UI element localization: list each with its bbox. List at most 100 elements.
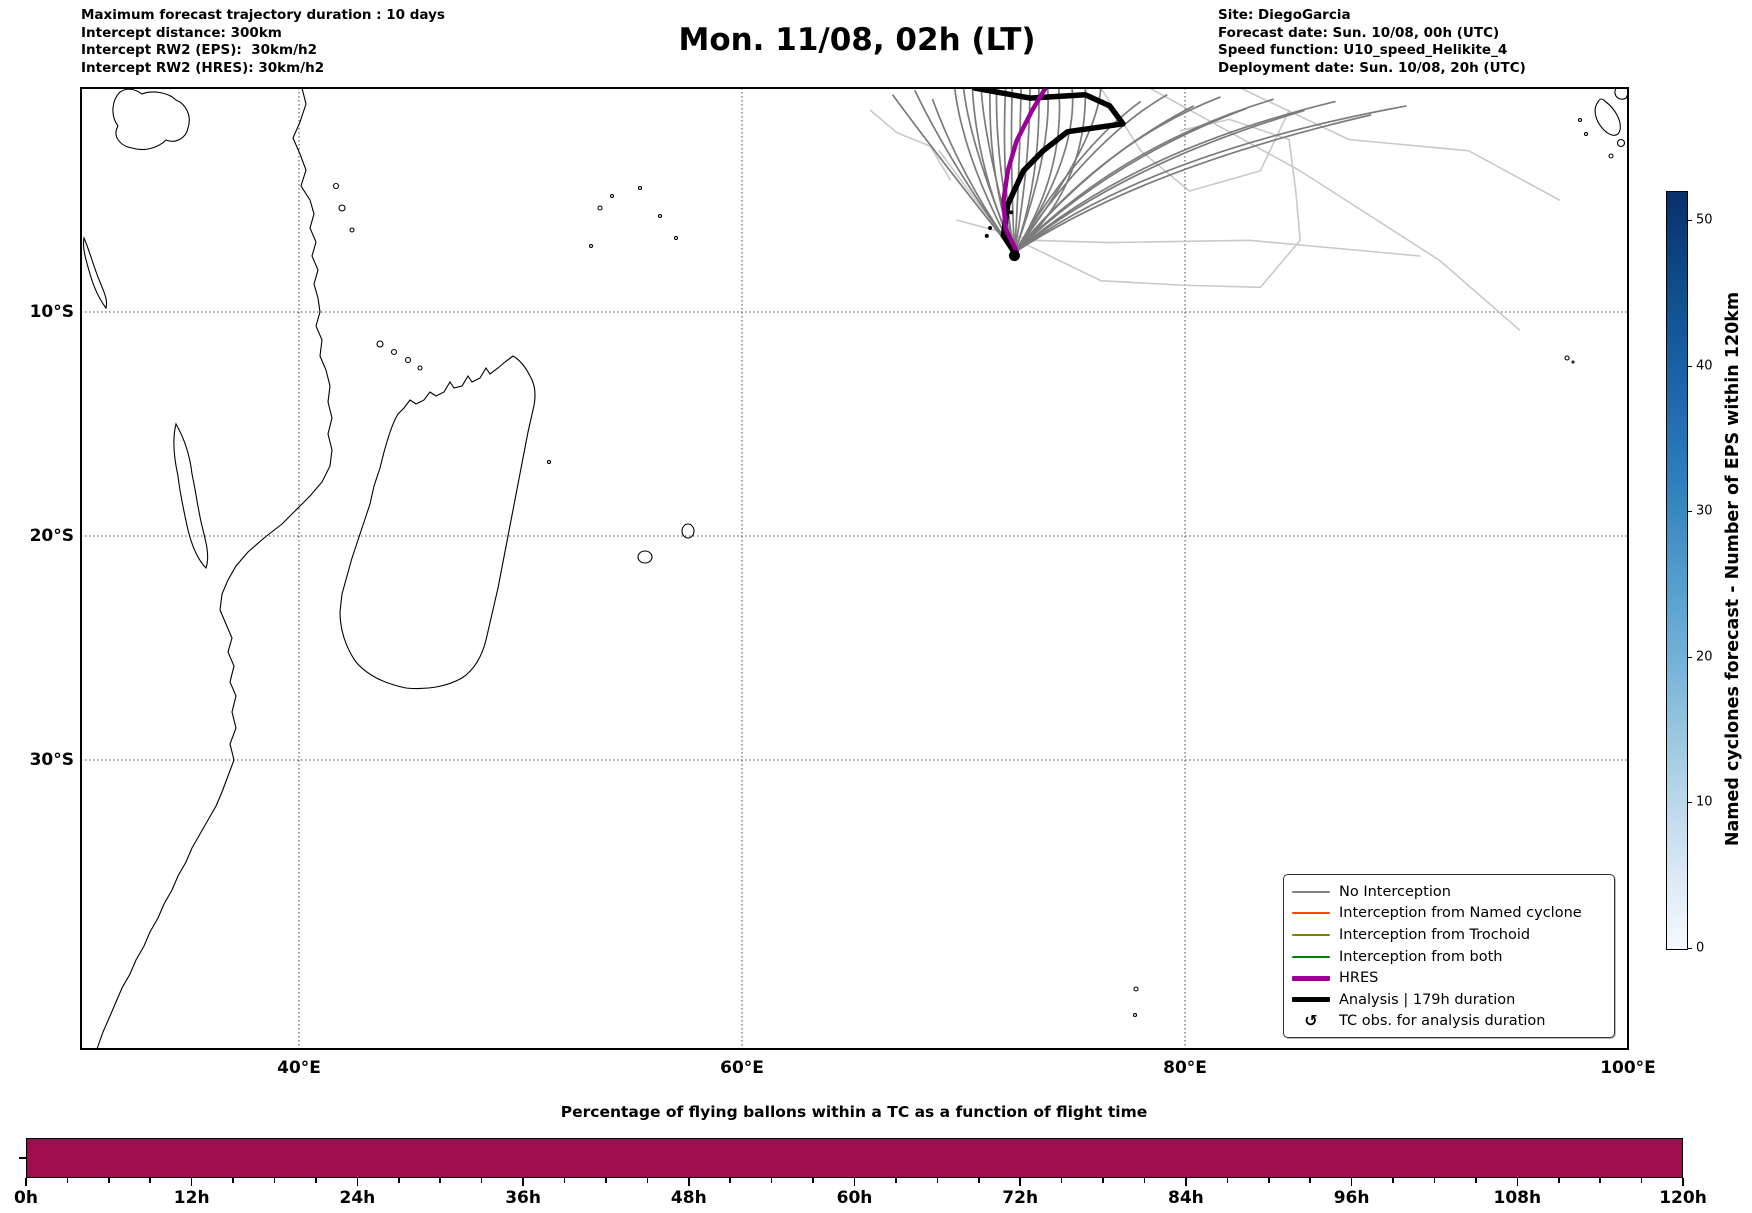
bar-xtick-minor (1226, 1178, 1229, 1183)
colorbar-tick (1687, 365, 1692, 367)
coastline-africa (96, 88, 333, 1049)
lat-tick-label: 10°S (29, 302, 74, 322)
island-comoros-4 (417, 365, 423, 371)
bar-chart-bar (27, 1139, 1682, 1177)
legend-line (1292, 975, 1330, 981)
cyclone-obs-icon-glyph: ↺ (1304, 1011, 1318, 1031)
bar-xtick-minor (1267, 1178, 1270, 1183)
legend-item: Interception from both (1292, 946, 1614, 968)
bar-xtick-label: 12h (173, 1188, 210, 1208)
island-cocos-1 (1564, 355, 1570, 361)
island-seychelles-3 (637, 185, 643, 191)
legend-line (1292, 933, 1330, 936)
map-legend: No Interception Interception from Named c… (1283, 874, 1615, 1038)
bar-xtick-label: 96h (1333, 1188, 1370, 1208)
island-amsterdam (1132, 1012, 1138, 1018)
bar-xtick-major (1350, 1178, 1353, 1186)
bar-xtick-label: 60h (836, 1188, 873, 1208)
lon-tick-label: 80°E (1163, 1058, 1207, 1078)
bar-chart-axes (26, 1138, 1683, 1178)
bar-xtick-major (190, 1178, 193, 1186)
faint-trajectories (869, 88, 1561, 331)
ensemble-trajectory (1013, 100, 1336, 254)
bar-xtick-minor (605, 1178, 607, 1183)
colorbar (1666, 191, 1688, 950)
bar-xtick-label: 108h (1493, 1188, 1542, 1208)
bar-xtick-major (853, 1178, 856, 1186)
bar-xtick-minor (1392, 1178, 1394, 1183)
legend-item-label: TC obs. for analysis duration (1339, 1013, 1546, 1030)
colorbar-tick (1687, 656, 1692, 658)
coastline-sumatra-corner (1614, 88, 1628, 100)
page-title: Mon. 11/08, 02h (LT) (678, 22, 1036, 58)
tc-obs-marker (1009, 210, 1014, 215)
island-sipora (1616, 138, 1626, 148)
colorbar-tick-label: 30 (1696, 503, 1713, 519)
bar-xtick-minor (1599, 1178, 1601, 1183)
bar-xtick-minor (232, 1178, 234, 1183)
legend-item: No Interception (1292, 881, 1614, 903)
lake-tanganyika (82, 236, 108, 310)
bar-xtick-minor (149, 1178, 152, 1183)
legend-item: Interception from Named cyclone (1292, 903, 1614, 925)
bar-xtick-major (522, 1178, 524, 1186)
cyclone-obs-icon: ↺ (1292, 1013, 1330, 1029)
legend-item: HRES (1292, 967, 1614, 989)
island-reunion (637, 550, 653, 564)
ensemble-trajectory (1013, 96, 1221, 254)
lon-tick-label: 60°E (720, 1058, 764, 1078)
ensemble-trajectories (891, 88, 1407, 254)
legend-line (1292, 890, 1330, 893)
island-seychelles-6 (588, 243, 594, 249)
bar-xtick-minor (646, 1178, 649, 1183)
lake-malawi (173, 422, 209, 570)
bar-xtick-minor (1475, 1178, 1477, 1183)
bar-xtick-minor (812, 1178, 814, 1183)
tc-obs-marker (984, 233, 989, 238)
bar-xtick-minor (729, 1178, 732, 1183)
ensemble-trajectory (1013, 93, 1168, 254)
bar-xtick-label: 24h (339, 1188, 376, 1208)
legend-line-sample (1292, 890, 1330, 893)
bar-xtick-major (1185, 1178, 1187, 1186)
lake-victoria (112, 88, 190, 151)
bar-xtick-label: 0h (14, 1188, 38, 1208)
bar-xtick-minor (936, 1178, 939, 1183)
faint-trajectory (869, 109, 952, 181)
faint-trajectory (938, 118, 1301, 289)
bar-xtick-label: 36h (505, 1188, 541, 1208)
lon-tick-label: 40°E (277, 1058, 321, 1078)
bar-xtick-minor (1143, 1178, 1146, 1183)
legend-item-label: HRES (1339, 970, 1379, 987)
bar-xtick-label: 84h (1168, 1188, 1204, 1208)
ensemble-trajectory (1013, 100, 1142, 254)
legend-line-sample (1292, 975, 1330, 981)
bar-chart-title: Percentage of flying ballons within a TC… (560, 1103, 1148, 1121)
bar-xtick-minor (895, 1178, 897, 1183)
legend-item-label: Interception from both (1339, 948, 1503, 965)
island-siberut (1594, 98, 1621, 136)
legend-item-label: Interception from Named cyclone (1339, 905, 1582, 922)
island-mafia (349, 227, 355, 233)
island-comoros-3 (404, 356, 412, 364)
island-nias-1 (1577, 117, 1583, 123)
bar-xtick-minor (770, 1178, 773, 1183)
ensemble-trajectory (1013, 109, 1305, 254)
launch-point-marker (1008, 250, 1020, 262)
island-zanzibar (338, 204, 346, 212)
bar-xtick-minor (1640, 1178, 1643, 1183)
island-comoros-1 (376, 340, 384, 348)
faint-trajectory (1100, 88, 1290, 192)
bar-xtick-label: 48h (670, 1188, 707, 1208)
bar-xtick-minor (273, 1178, 276, 1183)
lat-tick-label: 30°S (29, 750, 74, 770)
map-gridlines (81, 88, 1628, 1049)
colorbar-tick-label: 10 (1696, 794, 1713, 810)
ensemble-trajectory (1013, 114, 1372, 254)
bar-xtick-minor (439, 1178, 442, 1183)
bar-xtick-minor (480, 1178, 483, 1183)
legend-line (1292, 912, 1330, 915)
legend-line-sample (1292, 997, 1330, 1003)
ensemble-trajectory (980, 88, 1016, 253)
